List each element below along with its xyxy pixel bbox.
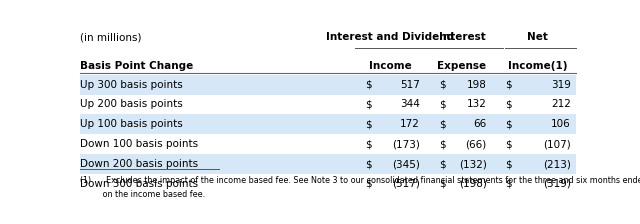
- Text: $: $: [440, 179, 446, 189]
- Text: Income: Income: [369, 61, 412, 71]
- Text: Basis Point Change: Basis Point Change: [80, 61, 193, 71]
- Text: Up 300 basis points: Up 300 basis points: [80, 80, 183, 90]
- Text: 212: 212: [551, 99, 571, 110]
- Text: Expense: Expense: [437, 61, 486, 71]
- Text: 319: 319: [551, 80, 571, 90]
- Text: $: $: [440, 139, 446, 149]
- Text: on the income based fee.: on the income based fee.: [80, 190, 205, 199]
- Text: (319): (319): [543, 179, 571, 189]
- Text: $: $: [365, 99, 372, 110]
- Text: $: $: [506, 119, 512, 129]
- Text: $: $: [506, 179, 512, 189]
- Text: $: $: [440, 159, 446, 169]
- Text: $: $: [440, 99, 446, 110]
- Text: (345): (345): [392, 159, 420, 169]
- Text: Income(1): Income(1): [508, 61, 567, 71]
- Bar: [80, 114, 576, 134]
- Text: $: $: [365, 159, 372, 169]
- Text: Up 200 basis points: Up 200 basis points: [80, 99, 183, 110]
- Text: $: $: [506, 99, 512, 110]
- Text: Down 200 basis points: Down 200 basis points: [80, 159, 198, 169]
- Text: $: $: [506, 80, 512, 90]
- Bar: [80, 154, 576, 174]
- Text: (1)      Excludes the impact of the income based fee. See Note 3 to our consolid: (1) Excludes the impact of the income ba…: [80, 176, 640, 185]
- Text: $: $: [365, 80, 372, 90]
- Text: 172: 172: [400, 119, 420, 129]
- Text: 517: 517: [400, 80, 420, 90]
- Text: 198: 198: [467, 80, 486, 90]
- Text: Interest: Interest: [438, 32, 485, 42]
- Text: 132: 132: [467, 99, 486, 110]
- Text: (in millions): (in millions): [80, 32, 141, 42]
- Bar: [80, 75, 576, 95]
- Text: (66): (66): [465, 139, 486, 149]
- Text: $: $: [506, 139, 512, 149]
- Text: $: $: [506, 159, 512, 169]
- Text: (517): (517): [392, 179, 420, 189]
- Text: $: $: [365, 119, 372, 129]
- Text: 106: 106: [551, 119, 571, 129]
- Text: (132): (132): [459, 159, 486, 169]
- Text: 66: 66: [474, 119, 486, 129]
- Text: $: $: [365, 179, 372, 189]
- Text: Up 100 basis points: Up 100 basis points: [80, 119, 183, 129]
- Text: 344: 344: [400, 99, 420, 110]
- Text: Down 100 basis points: Down 100 basis points: [80, 139, 198, 149]
- Text: (198): (198): [459, 179, 486, 189]
- Text: Down 300 basis points: Down 300 basis points: [80, 179, 198, 189]
- Text: (107): (107): [543, 139, 571, 149]
- Text: $: $: [440, 119, 446, 129]
- Text: Interest and Dividend: Interest and Dividend: [326, 32, 454, 42]
- Text: $: $: [365, 139, 372, 149]
- Text: (173): (173): [392, 139, 420, 149]
- Text: $: $: [440, 80, 446, 90]
- Text: Net: Net: [527, 32, 548, 42]
- Text: (213): (213): [543, 159, 571, 169]
